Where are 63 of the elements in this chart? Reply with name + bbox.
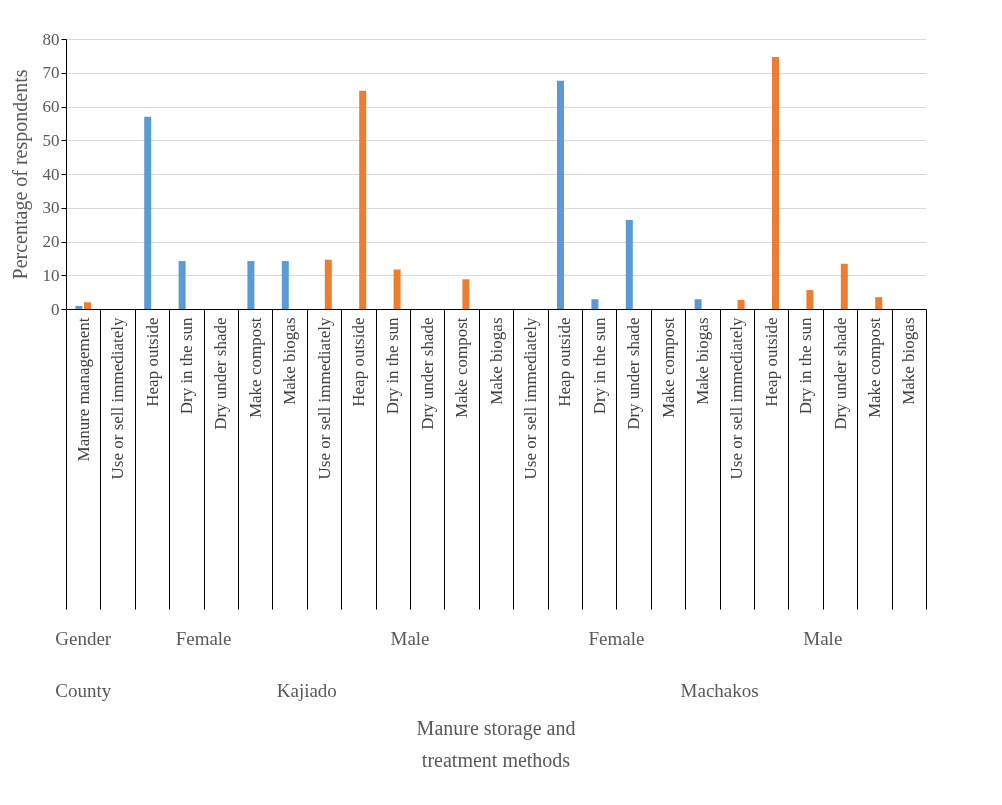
bar: [591, 299, 599, 309]
bar: [178, 261, 186, 309]
y-tick-label: 40: [42, 164, 60, 184]
bar: [359, 90, 367, 309]
text: Female: [588, 628, 645, 649]
x-tick-label: Dry in the sun: [796, 317, 816, 415]
x-tick-label: Manure management: [73, 317, 93, 462]
x-tick-label: Make biogas: [280, 317, 300, 405]
bar: [875, 297, 883, 309]
y-tick-label: 50: [42, 130, 60, 150]
text: Kajiado: [276, 680, 337, 701]
x-tick-label: Dry under shade: [624, 317, 644, 430]
text: Female: [175, 628, 232, 649]
bar: [324, 259, 332, 309]
x-tick-label: Dry under shade: [830, 317, 850, 430]
x-tick-label: Heap outside: [142, 317, 162, 407]
x-tick-label: Make compost: [245, 317, 265, 419]
y-tick-label: 60: [42, 97, 60, 116]
bar: [737, 299, 745, 309]
text: Manure storage and treatment methods: [416, 717, 576, 771]
x-tick-label: Heap outside: [555, 317, 575, 407]
x-tick-label: Heap outside: [761, 317, 781, 407]
x-tick-label: Use or sell immediately: [108, 317, 128, 480]
x-tick-label: Dry under shade: [417, 317, 437, 430]
bar: [281, 261, 289, 309]
y-tick-label: 80: [42, 29, 60, 49]
x-tick-label: Dry under shade: [211, 317, 231, 430]
x-tick-label: Make compost: [864, 317, 884, 419]
text: County: [55, 680, 112, 701]
bar: [462, 279, 470, 309]
x-tick-label: Make biogas: [692, 317, 712, 405]
text: Male: [803, 628, 843, 649]
x-tick-label: Make biogas: [899, 317, 919, 405]
text: Gender: [55, 628, 112, 649]
y-tick-label: 20: [42, 232, 60, 251]
bar: [840, 263, 848, 309]
x-tick-label: Dry in the sun: [589, 317, 609, 415]
x-tick-label: Use or sell immediately: [727, 317, 747, 480]
y-tick-label: 70: [42, 63, 60, 83]
bar: [625, 219, 633, 309]
bar: [84, 302, 91, 309]
text: Male: [390, 628, 430, 649]
x-tick-label: Make compost: [658, 317, 678, 419]
y-tick-label: 10: [42, 265, 60, 285]
x-tick-label: Heap outside: [348, 317, 368, 407]
text: Machakos: [680, 680, 759, 701]
x-tick-label: Make biogas: [486, 317, 506, 405]
y-axis-title: Percentage of respondents: [8, 69, 32, 280]
y-tick-label: 30: [42, 198, 60, 218]
x-tick-label: Dry in the sun: [176, 317, 196, 415]
bar: [806, 290, 814, 309]
bar: [557, 80, 564, 309]
y-tick-label: 0: [51, 299, 60, 319]
x-tick-label: Dry in the sun: [383, 317, 403, 415]
x-tick-label: Make compost: [452, 317, 472, 419]
bar: [393, 269, 401, 309]
x-tick-label: Use or sell immediately: [314, 317, 334, 480]
bar: [144, 116, 152, 309]
bar: [694, 299, 702, 309]
bar: [75, 305, 83, 309]
bar: [772, 56, 779, 309]
bar: [247, 261, 255, 309]
x-tick-label: Use or sell immediately: [520, 317, 540, 480]
